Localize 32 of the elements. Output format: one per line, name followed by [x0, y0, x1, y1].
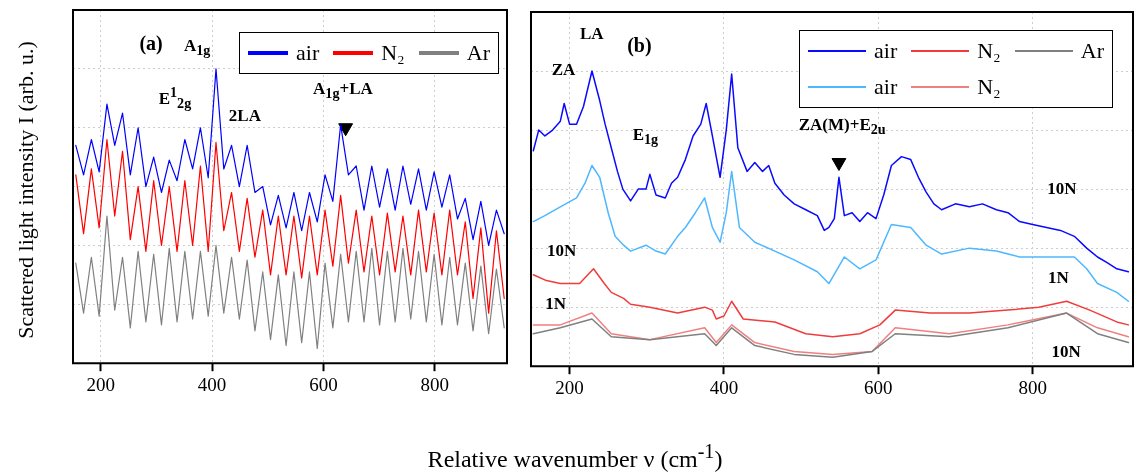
y-axis-title: Scattered light intensity I (arb. u.)	[13, 41, 39, 339]
text: LA	[579, 23, 604, 43]
legend-label: air	[874, 38, 898, 64]
x-tick-label: 200	[555, 376, 584, 398]
annotation: A$_{1g}$+LA	[313, 78, 373, 102]
x-tick-label: 600	[864, 376, 893, 398]
x-tick-label: 400	[197, 373, 227, 395]
x-axis-title: Relative wavenumber ν (cm$^{-1}$)	[427, 440, 723, 472]
legend-label: N₂	[977, 38, 1001, 64]
chart-title: (a)	[139, 32, 163, 55]
annotation: ZA	[551, 59, 576, 79]
annotation: 10N	[547, 240, 577, 260]
annotation: 2LA	[228, 105, 261, 125]
x-tick-label: 200	[86, 373, 116, 395]
annotation: 10N	[1047, 178, 1077, 198]
annotation: 10N	[1051, 341, 1081, 361]
annotation: 1N	[545, 293, 567, 313]
legend-label: Ar	[466, 40, 490, 66]
annotation: ZA(M)+E$_{2u}$	[798, 114, 886, 138]
x-tick-label: 800	[420, 373, 449, 395]
x-tick-label: 400	[709, 376, 739, 398]
text: A$_{1g}$	[183, 35, 211, 59]
chart-title: (b)	[627, 34, 652, 57]
legend-label: air	[874, 74, 898, 100]
x-tick-label: 600	[309, 373, 338, 395]
legend-label: Ar	[1080, 38, 1104, 64]
legend-label: air	[296, 40, 320, 66]
annotation: E$_{1g}$	[632, 124, 659, 148]
legend-label: N₂	[381, 40, 405, 66]
annotation: 1N	[1047, 267, 1069, 287]
x-tick-label: 800	[1018, 376, 1047, 398]
legend-label: N₂	[977, 74, 1001, 100]
